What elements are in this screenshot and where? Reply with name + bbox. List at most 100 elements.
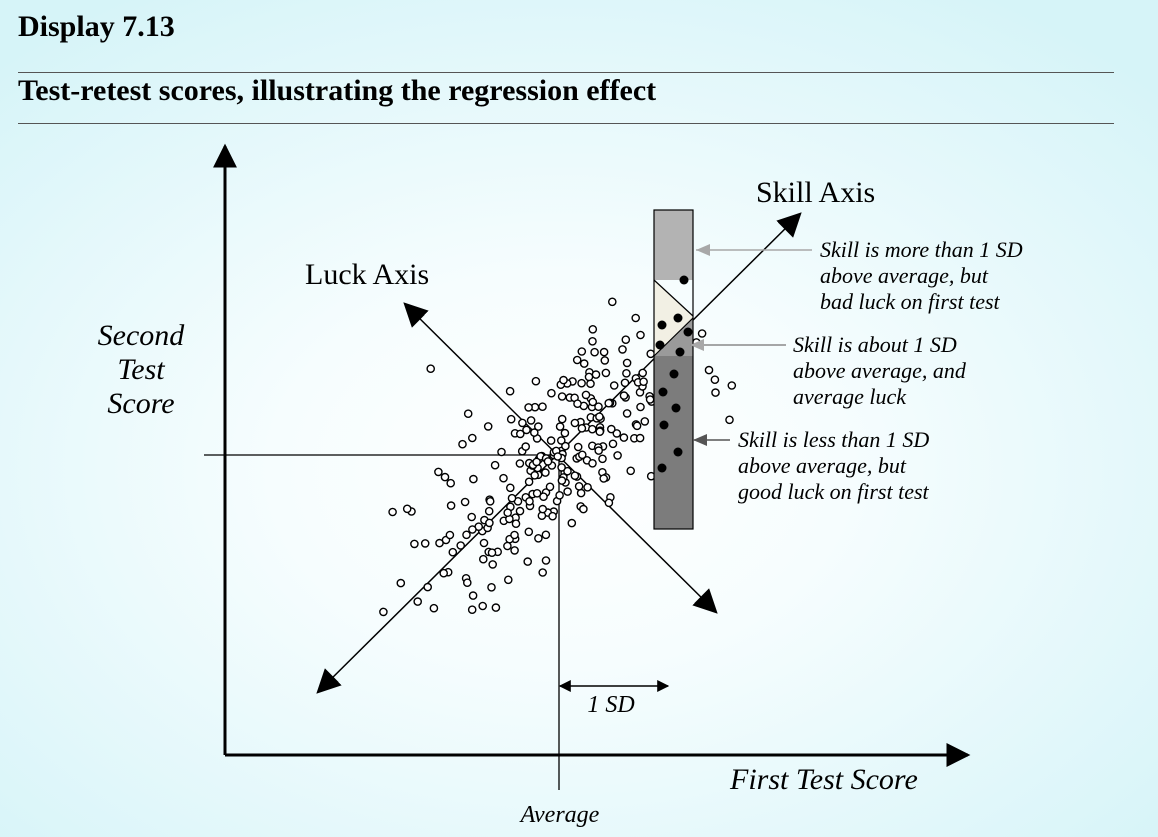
scatter-point bbox=[581, 390, 591, 400]
scatter-point bbox=[595, 412, 604, 422]
scatter-point bbox=[446, 501, 456, 510]
highlighted-point bbox=[673, 447, 683, 457]
scatter-point bbox=[439, 568, 449, 578]
scatter-point bbox=[458, 439, 467, 449]
scatter-point bbox=[515, 459, 525, 468]
scatter-point bbox=[588, 458, 597, 468]
scatter-point bbox=[510, 546, 519, 555]
scatter-point bbox=[445, 530, 455, 540]
strip-top-section bbox=[654, 210, 693, 280]
annotation-top-line-1: Skill is more than 1 SD bbox=[820, 237, 1023, 262]
scatter-point bbox=[541, 556, 551, 565]
scatter-point bbox=[588, 397, 598, 407]
scatter-point bbox=[639, 377, 648, 387]
scatter-point bbox=[532, 457, 541, 467]
annotation-middle-line-2: above average, and bbox=[793, 358, 967, 383]
scatter-point bbox=[548, 511, 557, 521]
scatter-point bbox=[531, 376, 541, 386]
scatter-point bbox=[604, 398, 614, 408]
scatter-point bbox=[487, 548, 497, 558]
scatter-point bbox=[507, 493, 517, 503]
scatter-point bbox=[402, 504, 412, 514]
scatter-point bbox=[510, 530, 519, 540]
strip-bottom-section bbox=[654, 356, 693, 529]
scatter-point bbox=[460, 497, 470, 507]
scatter-point bbox=[524, 527, 534, 537]
scatter-point bbox=[478, 601, 488, 611]
scatter-point bbox=[645, 395, 655, 404]
scatter-point bbox=[599, 347, 609, 357]
scatter-point bbox=[574, 481, 584, 491]
scatter-point bbox=[632, 421, 642, 431]
annotation-arrowhead-bottom bbox=[693, 434, 707, 446]
figure-title: Test-retest scores, illustrating the reg… bbox=[18, 74, 657, 107]
scatter-point bbox=[467, 433, 477, 443]
scatter-point bbox=[622, 368, 631, 378]
top-divider bbox=[18, 72, 1114, 73]
scatter-point bbox=[468, 591, 478, 600]
scatter-point bbox=[599, 474, 609, 483]
highlighted-point bbox=[671, 403, 681, 413]
scatter-point bbox=[448, 547, 458, 557]
scatter-point bbox=[410, 539, 419, 549]
scatter-point bbox=[618, 345, 627, 354]
scatter-point bbox=[485, 518, 494, 528]
scatter-point bbox=[557, 414, 567, 424]
scatter-point bbox=[413, 597, 423, 606]
scatter-point bbox=[567, 518, 577, 528]
scatter-point bbox=[423, 582, 433, 592]
annotation-arrowhead-middle bbox=[690, 339, 704, 351]
scatter-point bbox=[524, 477, 534, 487]
scatter-point bbox=[578, 450, 587, 460]
scatter-point bbox=[584, 372, 594, 382]
strip-divider bbox=[653, 317, 694, 357]
scatter-point bbox=[598, 454, 607, 464]
strip-divider bbox=[653, 279, 694, 317]
scatter-point bbox=[539, 492, 548, 502]
strip-outline bbox=[653, 209, 694, 530]
scatter-point bbox=[613, 451, 622, 460]
scatter-point bbox=[570, 418, 580, 428]
scatter-point bbox=[543, 457, 553, 466]
scatter-point bbox=[483, 422, 493, 431]
scatter-point bbox=[590, 347, 599, 357]
scatter-point bbox=[499, 473, 508, 483]
scatter-point bbox=[646, 349, 656, 359]
scatter-point bbox=[523, 557, 533, 566]
scatter-point bbox=[607, 424, 616, 434]
scatter-point bbox=[601, 368, 611, 378]
scatter-point bbox=[710, 375, 720, 385]
scatter-point bbox=[462, 578, 472, 588]
scatter-point bbox=[515, 506, 525, 516]
scatter-point bbox=[429, 603, 439, 613]
scatter-point bbox=[612, 429, 622, 438]
scatter-point bbox=[396, 578, 406, 588]
scatter-point bbox=[620, 378, 630, 388]
average-label: Average bbox=[519, 802, 600, 828]
scatter-point bbox=[576, 488, 586, 498]
scatter-point bbox=[555, 422, 565, 431]
scatter-point bbox=[572, 355, 582, 365]
scatter-point bbox=[560, 428, 570, 438]
scatter-point bbox=[594, 446, 604, 455]
scatter-point bbox=[505, 386, 515, 396]
y-axis-label-line-2: Test bbox=[117, 353, 165, 386]
scatter-point bbox=[547, 388, 556, 398]
scatter-point bbox=[525, 496, 534, 506]
scatter-point bbox=[727, 381, 737, 390]
scatter-point bbox=[484, 506, 494, 516]
annotation-middle-line-3: average luck bbox=[793, 384, 907, 409]
highlighted-point bbox=[659, 420, 669, 430]
scatter-point bbox=[640, 417, 650, 426]
scatter-point bbox=[530, 470, 540, 480]
scatter-point bbox=[545, 482, 555, 492]
scatter-point bbox=[588, 324, 598, 334]
scatter-point bbox=[563, 487, 572, 496]
scatter-point bbox=[505, 483, 515, 493]
scatter-point bbox=[546, 436, 556, 445]
y-axis-label-line-1: Second bbox=[98, 319, 186, 352]
scatter-point bbox=[511, 519, 521, 529]
annotation-bottom-line-3: good luck on first test bbox=[738, 479, 930, 504]
scatter-point bbox=[626, 466, 636, 476]
